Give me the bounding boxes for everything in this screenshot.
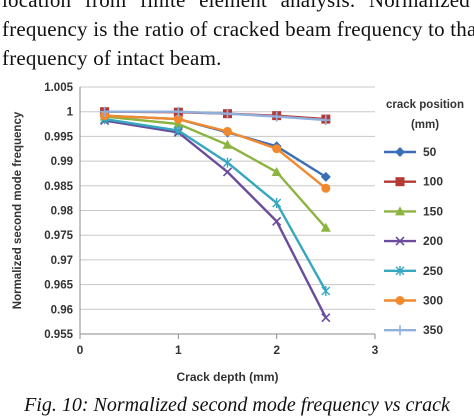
legend-item-250: 250 (384, 264, 443, 278)
legend-title: (mm) (411, 119, 439, 131)
legend-item-100: 100 (384, 175, 443, 189)
data-point-marker (395, 236, 405, 246)
body-text-line-3: frequency of intact beam. (2, 46, 222, 70)
legend-label: 200 (423, 234, 443, 248)
legend-item-300: 300 (384, 294, 443, 308)
series-50 (99, 110, 331, 182)
y-tick-label: 1 (67, 107, 74, 119)
legend-label: 100 (423, 175, 443, 189)
data-point-marker (395, 147, 405, 157)
data-point-marker (173, 106, 184, 117)
data-point-marker (173, 114, 183, 124)
legend-title: crack position (386, 99, 464, 111)
y-tick-label: 0.96 (51, 304, 73, 316)
series-line (104, 117, 327, 292)
data-point-marker (395, 296, 405, 305)
legend-item-50: 50 (384, 145, 437, 159)
data-point-marker (222, 139, 233, 149)
y-axis-title: Normalized second mode frequency (12, 111, 24, 309)
y-tick-label: 0.995 (44, 131, 73, 143)
data-point-marker (320, 171, 331, 182)
data-point-marker (99, 106, 110, 117)
line-chart: 0.955 0.96 0.965 0.97 0.975 0.98 0.985 0.99 0.99… (12, 82, 464, 384)
data-point-marker (272, 144, 282, 154)
data-point-marker (223, 126, 232, 136)
legend-label: 300 (423, 294, 443, 308)
x-tick-label: 1 (175, 343, 182, 357)
y-tick-label: 0.965 (44, 280, 73, 292)
legend: crack position (mm) 50 100 150 200 250 300 350 (384, 99, 464, 337)
data-point-marker (321, 313, 331, 323)
body-text-line-1: location from finite element analysis. N… (2, 0, 470, 12)
series-line (104, 119, 327, 319)
series-250 (100, 114, 331, 297)
data-point-marker (321, 286, 331, 297)
x-tick-label: 3 (372, 343, 379, 357)
body-text: location from finite element analysis. N… (0, 0, 474, 73)
series-200 (100, 116, 331, 323)
body-text-line-2: frequency is the ratio of cracked beam f… (2, 17, 474, 41)
x-axis-title: Crack depth (mm) (176, 370, 278, 384)
y-tick-label: 0.98 (51, 206, 74, 218)
y-tick-label: 1.005 (44, 82, 73, 94)
legend-label: 50 (423, 145, 437, 159)
legend-label: 150 (423, 204, 443, 218)
y-tick-label: 0.97 (51, 255, 73, 267)
legend-item-350: 350 (384, 323, 443, 337)
data-point-marker (395, 265, 405, 276)
y-tick-label: 0.99 (51, 156, 73, 168)
data-point-marker (320, 115, 331, 126)
series-line (104, 115, 327, 229)
data-point-marker (173, 125, 183, 136)
data-point-marker (395, 206, 405, 216)
x-tick-label: 2 (273, 343, 280, 357)
data-point-marker (320, 222, 331, 232)
data-point-marker (272, 198, 282, 209)
data-point-marker (222, 167, 233, 177)
y-tick-label: 0.955 (44, 329, 73, 341)
y-tick-label: 0.975 (44, 230, 73, 242)
series-100 (100, 107, 331, 124)
data-point-marker (272, 216, 282, 226)
data-point-marker (271, 111, 282, 122)
data-point-marker (223, 157, 232, 168)
figure-caption: Fig. 10: Normalized second mode frequenc… (24, 394, 450, 416)
legend-label: 350 (423, 323, 443, 337)
series-350 (99, 106, 331, 126)
y-tick-label: 0.985 (44, 181, 73, 193)
legend-item-150: 150 (384, 204, 443, 218)
data-point-marker (271, 166, 282, 176)
data-point-marker (395, 325, 405, 336)
x-tick-label: 0 (77, 343, 84, 357)
data-point-marker (395, 177, 405, 187)
data-point-marker (321, 183, 331, 193)
legend-item-200: 200 (384, 234, 443, 248)
data-point-marker (222, 108, 233, 119)
legend-label: 250 (423, 264, 443, 278)
